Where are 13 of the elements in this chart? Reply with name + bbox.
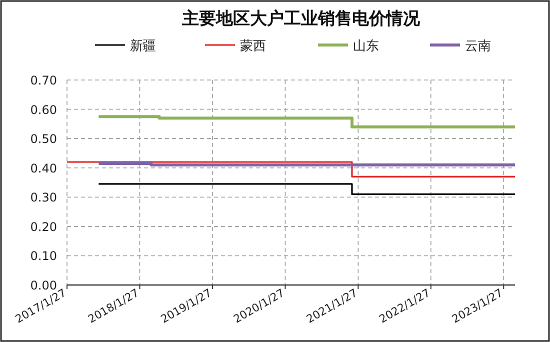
y-tick-label: 0.60 bbox=[30, 102, 57, 117]
y-tick-label: 0.30 bbox=[30, 190, 57, 205]
legend-label: 蒙西 bbox=[240, 39, 266, 54]
y-tick-label: 0.40 bbox=[30, 161, 57, 176]
y-tick-label: 0.10 bbox=[30, 249, 57, 264]
y-tick-label: 0.50 bbox=[30, 132, 57, 146]
y-tick-label: 0.00 bbox=[30, 278, 57, 292]
legend-label: 山东 bbox=[353, 39, 379, 54]
y-tick-label: 0.70 bbox=[30, 74, 57, 88]
legend-label: 新疆 bbox=[130, 39, 156, 54]
chart-title: 主要地区大户工业销售电价情况 bbox=[181, 9, 421, 29]
y-tick-label: 0.20 bbox=[30, 220, 57, 234]
legend-label: 云南 bbox=[465, 39, 491, 54]
